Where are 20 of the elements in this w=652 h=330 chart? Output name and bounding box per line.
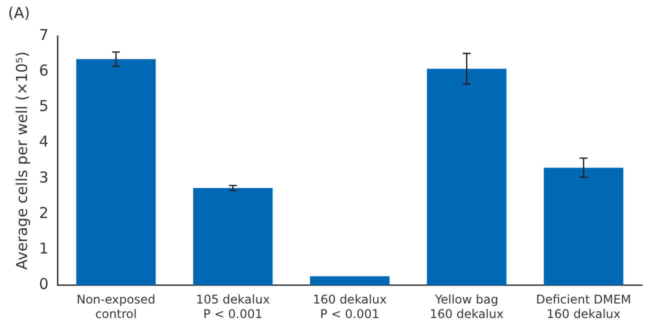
y-tick-label: 6 — [38, 61, 49, 80]
y-tick-label: 5 — [38, 97, 49, 116]
y-tick-label: 1 — [38, 239, 49, 258]
bar — [544, 168, 624, 286]
bar — [426, 68, 506, 286]
x-tick-label: Yellow bag 160 dekalux — [430, 292, 504, 321]
y-tick-label: 7 — [38, 26, 49, 44]
y-tick-label: 3 — [38, 168, 49, 186]
y-tick-label: 0 — [38, 275, 49, 294]
bar — [76, 59, 156, 286]
chart-title: (A) — [8, 4, 30, 22]
y-tick-label: 2 — [38, 204, 49, 222]
x-tick-label: Non-exposed control — [76, 292, 156, 321]
y-axis-title: Average cells per well (×10⁵) — [12, 51, 31, 270]
x-tick-label: Deficient DMEM 160 dekalux — [536, 292, 632, 321]
x-tick-label: 160 dekalux P < 0.001 — [312, 292, 387, 321]
y-tick-label: 4 — [38, 132, 49, 151]
bar — [193, 188, 273, 286]
x-tick-label: 105 dekalux P < 0.001 — [196, 292, 270, 321]
bar — [310, 276, 390, 286]
